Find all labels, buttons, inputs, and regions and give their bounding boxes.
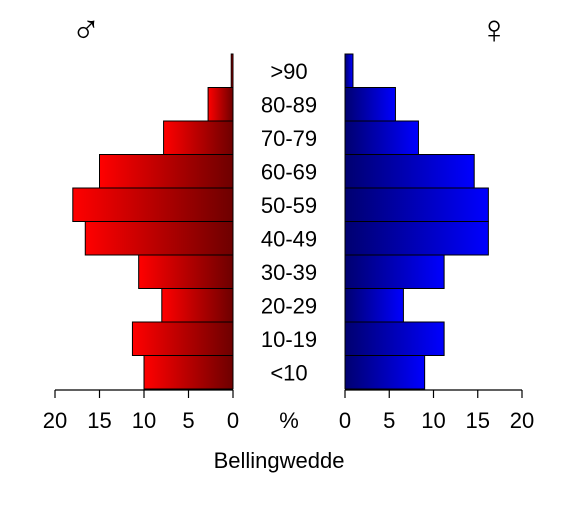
- age-category-label: 30-39: [261, 260, 317, 285]
- female-bar-70-79: [344, 120, 419, 155]
- unit-label: %: [279, 408, 299, 433]
- age-category-label: >90: [270, 59, 307, 84]
- male-bar-30-39: [138, 254, 234, 289]
- legend-male: ♂: [71, 8, 101, 52]
- male-tick-label: 10: [132, 408, 156, 433]
- female-x-axis: 0 5 10 15 20: [339, 389, 534, 433]
- female-bar-80-89: [344, 87, 396, 122]
- male-bar-50-59: [72, 187, 234, 222]
- male-bar-40-49: [84, 221, 234, 256]
- female-bar->90: [344, 53, 354, 88]
- male-bars: [72, 53, 234, 390]
- male-bar-10-19: [131, 321, 234, 356]
- male-bar-<10: [143, 355, 234, 390]
- age-category-label: 10-19: [261, 327, 317, 352]
- age-category-labels: <10 10-19 20-29 30-39 40-49 50-59 60-69 70-79 80…: [261, 59, 317, 386]
- male-bar->90: [230, 53, 234, 88]
- male-bar-60-69: [99, 154, 234, 189]
- age-category-label: 20-29: [261, 293, 317, 318]
- female-bar-40-49: [344, 221, 489, 256]
- male-tick-label: 5: [182, 408, 194, 433]
- female-bar-10-19: [344, 321, 445, 356]
- female-bar-50-59: [344, 187, 489, 222]
- x-axis-title: Bellingwedde: [214, 448, 345, 473]
- age-category-label: 70-79: [261, 126, 317, 151]
- female-bar-30-39: [344, 254, 445, 289]
- age-category-label: 40-49: [261, 226, 317, 251]
- male-bar-70-79: [163, 120, 234, 155]
- male-tick-label: 15: [87, 408, 111, 433]
- male-x-axis: 0 5 10 15 20: [43, 389, 239, 433]
- female-tick-label: 10: [421, 408, 445, 433]
- female-tick-label: 0: [339, 408, 351, 433]
- age-category-label: 80-89: [261, 92, 317, 117]
- male-bar-80-89: [207, 87, 234, 122]
- male-tick-label: 20: [43, 408, 67, 433]
- female-bar-20-29: [344, 288, 404, 323]
- male-bar-20-29: [161, 288, 234, 323]
- female-symbol: ♀: [479, 8, 509, 52]
- legend-female: ♀: [479, 8, 509, 52]
- female-tick-label: 20: [510, 408, 534, 433]
- age-category-label: 50-59: [261, 193, 317, 218]
- age-category-label: 60-69: [261, 159, 317, 184]
- female-tick-label: 5: [383, 408, 395, 433]
- female-bars: [344, 53, 489, 390]
- male-tick-label: 0: [227, 408, 239, 433]
- female-tick-label: 15: [466, 408, 490, 433]
- female-bar-<10: [344, 355, 426, 390]
- female-bar-60-69: [344, 154, 475, 189]
- age-category-label: <10: [270, 360, 307, 385]
- male-symbol: ♂: [71, 8, 101, 52]
